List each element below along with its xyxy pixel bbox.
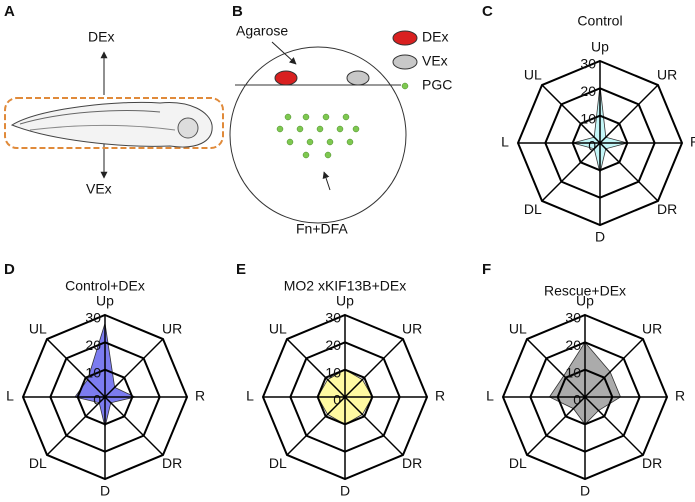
axis-spoke bbox=[46, 338, 106, 398]
axis-label: UL bbox=[524, 67, 542, 83]
axis-label: L bbox=[486, 388, 494, 404]
panel-label: A bbox=[4, 3, 15, 20]
axis-spoke bbox=[46, 396, 106, 456]
axis-spoke bbox=[344, 338, 404, 398]
axis-spoke bbox=[599, 142, 659, 202]
axis-spoke bbox=[584, 338, 644, 398]
axis-label: DR bbox=[657, 201, 677, 217]
annotation: Agarose bbox=[236, 23, 288, 39]
axis-spoke bbox=[541, 84, 601, 144]
axis-label: DL bbox=[509, 455, 527, 471]
axis-label: Up bbox=[591, 39, 609, 55]
axis-spoke bbox=[526, 396, 586, 456]
axis-label: L bbox=[501, 134, 509, 150]
axis-label: D bbox=[100, 483, 110, 499]
axis-spoke bbox=[584, 396, 644, 456]
axis-spoke bbox=[344, 396, 404, 456]
panel-label: D bbox=[4, 261, 15, 278]
r-tick-label: 20 bbox=[565, 337, 581, 353]
r-tick-label: 20 bbox=[580, 83, 596, 99]
axis-spoke bbox=[526, 338, 586, 398]
r-tick-label: 10 bbox=[580, 110, 596, 126]
axis-label: DR bbox=[642, 455, 662, 471]
axis-spoke bbox=[286, 338, 346, 398]
axis-label: R bbox=[675, 388, 685, 404]
axis-label: DL bbox=[269, 455, 287, 471]
r-tick-label: 30 bbox=[565, 310, 581, 326]
axis-label: DR bbox=[162, 455, 182, 471]
axis-label: Up bbox=[576, 293, 594, 309]
chart-title: Rescue+DEx bbox=[544, 283, 626, 299]
axis-label: UR bbox=[657, 67, 677, 83]
panel-label: C bbox=[482, 3, 493, 20]
axis-label: R bbox=[195, 388, 205, 404]
axis-label: UR bbox=[402, 321, 422, 337]
panel-label: E bbox=[236, 261, 246, 278]
r-tick-label: 0 bbox=[588, 138, 596, 154]
r-tick-label: 10 bbox=[325, 364, 341, 380]
axis-label: R bbox=[435, 388, 445, 404]
chart-title: MO2 xKIF13B+DEx bbox=[284, 278, 407, 294]
axis-spoke bbox=[286, 396, 346, 456]
axis-label: UL bbox=[29, 321, 47, 337]
r-tick-label: 30 bbox=[85, 310, 101, 326]
chart-title: Control bbox=[577, 13, 622, 29]
r-tick-label: 10 bbox=[565, 364, 581, 380]
legend-label: DEx bbox=[422, 29, 448, 45]
r-tick-label: 30 bbox=[325, 310, 341, 326]
r-tick-label: 0 bbox=[93, 392, 101, 408]
axis-label: D bbox=[580, 483, 590, 499]
axis-label: D bbox=[340, 483, 350, 499]
axis-spoke bbox=[104, 338, 164, 398]
r-tick-label: 20 bbox=[85, 337, 101, 353]
r-tick-label: 30 bbox=[580, 56, 596, 72]
axis-label: D bbox=[595, 229, 605, 245]
axis-spoke bbox=[599, 84, 659, 144]
axis-label: L bbox=[6, 388, 14, 404]
dish-diagram bbox=[229, 30, 418, 224]
annotation: Fn+DFA bbox=[296, 221, 348, 237]
axis-label: DL bbox=[524, 201, 542, 217]
axis-label: VEx bbox=[86, 181, 112, 197]
r-tick-label: 20 bbox=[325, 337, 341, 353]
axis-label: Up bbox=[96, 293, 114, 309]
axis-spoke bbox=[541, 142, 601, 202]
legend-label: VEx bbox=[422, 53, 448, 69]
r-tick-label: 0 bbox=[573, 392, 581, 408]
axis-label: UR bbox=[162, 321, 182, 337]
axis-label: UL bbox=[269, 321, 287, 337]
r-tick-label: 10 bbox=[85, 364, 101, 380]
panel-label: B bbox=[232, 3, 243, 20]
chart-title: Control+DEx bbox=[65, 278, 145, 294]
legend-label: PGC bbox=[422, 77, 452, 93]
r-tick-label: 0 bbox=[333, 392, 341, 408]
axis-label: DL bbox=[29, 455, 47, 471]
embryo-sketch bbox=[4, 51, 224, 179]
axis-label: UL bbox=[509, 321, 527, 337]
axis-label: DR bbox=[402, 455, 422, 471]
axis-label: DEx bbox=[88, 29, 114, 45]
axis-label: Up bbox=[336, 293, 354, 309]
axis-label: R bbox=[690, 134, 695, 150]
axis-label: UR bbox=[642, 321, 662, 337]
axis-spoke bbox=[104, 396, 164, 456]
panel-label: F bbox=[482, 261, 491, 278]
axis-label: L bbox=[246, 388, 254, 404]
